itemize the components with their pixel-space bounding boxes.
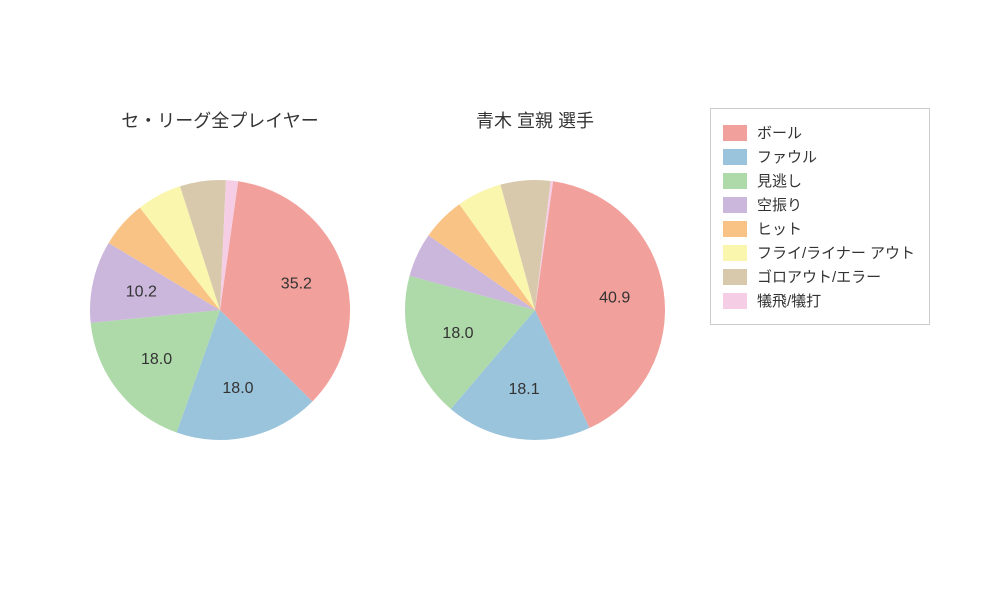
pie-slice-label-ball: 35.2: [281, 275, 312, 292]
pie-chart-league: 35.2 18.0 18.0 10.2: [88, 178, 352, 442]
pie-slice-label-foul: 18.1: [508, 381, 539, 398]
legend-item-sac: 犠飛/犠打: [723, 290, 915, 311]
legend-item-hit: ヒット: [723, 218, 915, 239]
legend-item-ground: ゴロアウト/エラー: [723, 266, 915, 287]
legend-item-ball: ボール: [723, 122, 915, 143]
legend-swatch-flyout: [723, 245, 747, 261]
legend-swatch-foul: [723, 149, 747, 165]
legend-item-flyout: フライ/ライナー アウト: [723, 242, 915, 263]
pie-chart-player: 40.9 18.1 18.0: [403, 178, 667, 442]
legend-label-foul: ファウル: [757, 146, 817, 167]
legend-swatch-swing: [723, 197, 747, 213]
pie-slice-label-look: 18.0: [141, 351, 172, 368]
legend: ボールファウル見逃し空振りヒットフライ/ライナー アウトゴロアウト/エラー犠飛/…: [710, 108, 930, 325]
legend-swatch-look: [723, 173, 747, 189]
legend-swatch-ball: [723, 125, 747, 141]
pie-slice-label-look: 18.0: [442, 325, 473, 342]
legend-label-sac: 犠飛/犠打: [757, 290, 821, 311]
legend-label-hit: ヒット: [757, 218, 802, 239]
pie-slice-label-swing: 10.2: [126, 284, 157, 301]
legend-item-foul: ファウル: [723, 146, 915, 167]
pie-title-player: 青木 宣親 選手: [476, 107, 594, 133]
legend-label-ground: ゴロアウト/エラー: [757, 266, 881, 287]
pie-slice-label-ball: 40.9: [599, 289, 630, 306]
legend-label-swing: 空振り: [757, 194, 802, 215]
legend-item-look: 見逃し: [723, 170, 915, 191]
legend-swatch-sac: [723, 293, 747, 309]
legend-label-ball: ボール: [757, 122, 802, 143]
pie-slice-label-foul: 18.0: [222, 380, 253, 397]
pie-title-league: セ・リーグ全プレイヤー: [121, 107, 318, 133]
legend-swatch-ground: [723, 269, 747, 285]
legend-label-flyout: フライ/ライナー アウト: [757, 242, 915, 263]
legend-item-swing: 空振り: [723, 194, 915, 215]
legend-label-look: 見逃し: [757, 170, 802, 191]
legend-swatch-hit: [723, 221, 747, 237]
chart-container: { "background_color": "#ffffff", "canvas…: [0, 0, 1000, 600]
